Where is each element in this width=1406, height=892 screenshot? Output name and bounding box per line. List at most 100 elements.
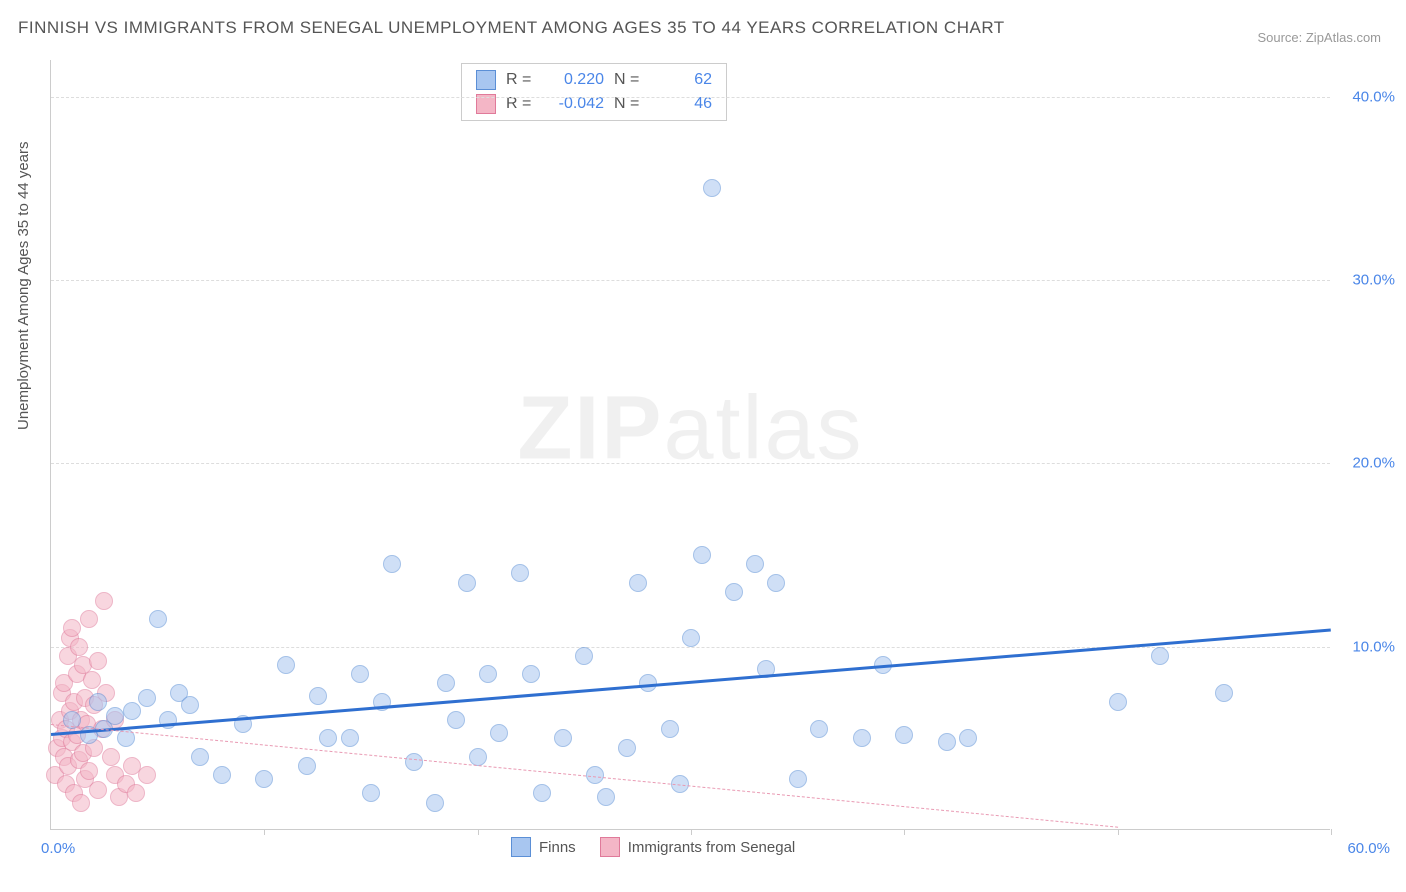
data-point <box>138 689 156 707</box>
data-point <box>63 619 81 637</box>
y-axis-title: Unemployment Among Ages 35 to 44 years <box>15 141 32 430</box>
x-tick <box>904 829 905 835</box>
data-point <box>437 674 455 692</box>
data-point <box>661 720 679 738</box>
y-tick-label: 40.0% <box>1352 88 1395 105</box>
data-point <box>554 729 572 747</box>
gridline <box>51 463 1330 464</box>
data-point <box>191 748 209 766</box>
stat-r-label: R = <box>506 95 534 113</box>
data-point <box>83 671 101 689</box>
swatch-finns <box>476 70 496 90</box>
trend-line <box>51 724 1118 828</box>
data-point <box>810 720 828 738</box>
data-point <box>693 546 711 564</box>
data-point <box>479 665 497 683</box>
stat-r-senegal: -0.042 <box>544 95 604 113</box>
legend-swatch-finns <box>511 837 531 857</box>
data-point <box>703 179 721 197</box>
data-point <box>383 555 401 573</box>
data-point <box>522 665 540 683</box>
stats-row-finns: R = 0.220 N = 62 <box>476 68 712 92</box>
data-point <box>181 696 199 714</box>
x-tick <box>264 829 265 835</box>
data-point <box>746 555 764 573</box>
x-axis-max-label: 60.0% <box>1347 840 1390 857</box>
data-point <box>1151 647 1169 665</box>
data-point <box>89 781 107 799</box>
data-point <box>575 647 593 665</box>
data-point <box>362 784 380 802</box>
stat-n-senegal: 46 <box>652 95 712 113</box>
data-point <box>80 610 98 628</box>
data-point <box>106 707 124 725</box>
data-point <box>138 766 156 784</box>
data-point <box>95 592 113 610</box>
data-point <box>511 564 529 582</box>
data-point <box>341 729 359 747</box>
data-point <box>895 726 913 744</box>
data-point <box>426 794 444 812</box>
legend-label-senegal: Immigrants from Senegal <box>628 839 796 856</box>
data-point <box>789 770 807 788</box>
data-point <box>298 757 316 775</box>
data-point <box>123 702 141 720</box>
stat-n-label: N = <box>614 71 642 89</box>
data-point <box>959 729 977 747</box>
chart-title: FINNISH VS IMMIGRANTS FROM SENEGAL UNEMP… <box>18 18 1005 38</box>
stat-r-finns: 0.220 <box>544 71 604 89</box>
data-point <box>89 652 107 670</box>
y-tick-label: 30.0% <box>1352 272 1395 289</box>
data-point <box>127 784 145 802</box>
x-tick <box>691 829 692 835</box>
data-point <box>149 610 167 628</box>
x-axis-min-label: 0.0% <box>41 840 75 857</box>
data-point <box>309 687 327 705</box>
data-point <box>533 784 551 802</box>
legend-swatch-senegal <box>600 837 620 857</box>
data-point <box>70 638 88 656</box>
data-point <box>351 665 369 683</box>
data-point <box>629 574 647 592</box>
data-point <box>1109 693 1127 711</box>
data-point <box>213 766 231 784</box>
data-point <box>938 733 956 751</box>
gridline <box>51 97 1330 98</box>
data-point <box>725 583 743 601</box>
data-point <box>767 574 785 592</box>
data-point <box>458 574 476 592</box>
x-tick <box>478 829 479 835</box>
legend-item-senegal: Immigrants from Senegal <box>600 837 796 857</box>
data-point <box>277 656 295 674</box>
data-point <box>469 748 487 766</box>
data-point <box>102 748 120 766</box>
scatter-chart: ZIPatlas R = 0.220 N = 62 R = -0.042 N =… <box>50 60 1330 830</box>
y-tick-label: 10.0% <box>1352 638 1395 655</box>
data-point <box>405 753 423 771</box>
data-point <box>853 729 871 747</box>
stat-n-finns: 62 <box>652 71 712 89</box>
legend-item-finns: Finns <box>511 837 576 857</box>
data-point <box>89 693 107 711</box>
stat-r-label: R = <box>506 71 534 89</box>
stat-n-label: N = <box>614 95 642 113</box>
data-point <box>682 629 700 647</box>
x-tick <box>1331 829 1332 835</box>
data-point <box>1215 684 1233 702</box>
data-point <box>319 729 337 747</box>
x-tick <box>1118 829 1119 835</box>
data-point <box>597 788 615 806</box>
data-point <box>490 724 508 742</box>
data-point <box>447 711 465 729</box>
data-point <box>72 794 90 812</box>
data-point <box>255 770 273 788</box>
legend-label-finns: Finns <box>539 839 576 856</box>
source-attribution: Source: ZipAtlas.com <box>1257 30 1381 45</box>
correlation-stats-box: R = 0.220 N = 62 R = -0.042 N = 46 <box>461 63 727 121</box>
stats-row-senegal: R = -0.042 N = 46 <box>476 92 712 116</box>
y-tick-label: 20.0% <box>1352 455 1395 472</box>
data-point <box>618 739 636 757</box>
gridline <box>51 280 1330 281</box>
watermark: ZIPatlas <box>517 378 863 481</box>
legend: Finns Immigrants from Senegal <box>511 837 795 857</box>
